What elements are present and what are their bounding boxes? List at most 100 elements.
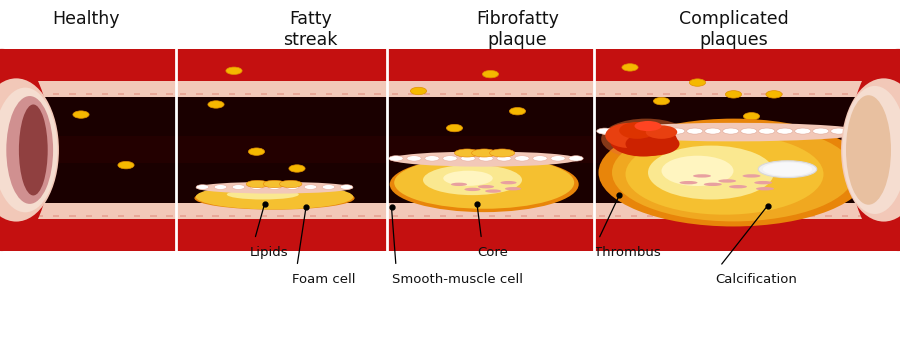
FancyBboxPatch shape (102, 93, 108, 95)
Ellipse shape (742, 174, 760, 178)
Circle shape (795, 128, 811, 134)
FancyBboxPatch shape (176, 49, 387, 81)
FancyBboxPatch shape (777, 215, 783, 217)
FancyBboxPatch shape (712, 93, 718, 95)
FancyBboxPatch shape (374, 215, 381, 217)
FancyBboxPatch shape (150, 215, 157, 217)
FancyBboxPatch shape (570, 93, 576, 95)
FancyBboxPatch shape (594, 136, 900, 163)
FancyBboxPatch shape (277, 215, 284, 217)
FancyBboxPatch shape (825, 215, 832, 217)
Ellipse shape (246, 180, 268, 188)
Circle shape (461, 156, 475, 161)
Ellipse shape (394, 156, 574, 209)
Circle shape (741, 128, 757, 134)
Ellipse shape (482, 70, 499, 78)
FancyBboxPatch shape (440, 93, 446, 95)
FancyBboxPatch shape (663, 215, 670, 217)
FancyBboxPatch shape (387, 81, 594, 97)
FancyBboxPatch shape (358, 93, 365, 95)
FancyBboxPatch shape (69, 93, 76, 95)
FancyBboxPatch shape (760, 215, 767, 217)
Ellipse shape (626, 134, 824, 215)
FancyBboxPatch shape (392, 215, 398, 217)
Ellipse shape (509, 108, 526, 115)
FancyBboxPatch shape (229, 215, 235, 217)
FancyBboxPatch shape (777, 93, 783, 95)
Ellipse shape (619, 122, 655, 139)
FancyBboxPatch shape (387, 97, 594, 203)
FancyBboxPatch shape (842, 215, 848, 217)
FancyBboxPatch shape (261, 215, 267, 217)
Text: Foam cell: Foam cell (292, 273, 356, 286)
Circle shape (425, 156, 439, 161)
FancyBboxPatch shape (166, 215, 173, 217)
Ellipse shape (485, 189, 501, 193)
FancyBboxPatch shape (696, 215, 702, 217)
FancyBboxPatch shape (102, 215, 108, 217)
FancyBboxPatch shape (118, 93, 124, 95)
FancyBboxPatch shape (150, 93, 157, 95)
Circle shape (286, 185, 299, 189)
Circle shape (651, 128, 667, 134)
Ellipse shape (743, 113, 760, 120)
FancyBboxPatch shape (176, 81, 387, 97)
FancyBboxPatch shape (663, 93, 670, 95)
Circle shape (759, 128, 775, 134)
FancyBboxPatch shape (472, 215, 479, 217)
Circle shape (479, 156, 493, 161)
FancyBboxPatch shape (229, 93, 235, 95)
Ellipse shape (208, 101, 224, 108)
FancyBboxPatch shape (21, 93, 27, 95)
FancyBboxPatch shape (521, 93, 527, 95)
FancyBboxPatch shape (521, 215, 527, 217)
Ellipse shape (662, 156, 734, 186)
Circle shape (723, 128, 739, 134)
Ellipse shape (766, 91, 782, 98)
FancyBboxPatch shape (554, 93, 560, 95)
Text: Complicated
plaques: Complicated plaques (679, 10, 788, 49)
Ellipse shape (0, 49, 51, 251)
FancyBboxPatch shape (53, 93, 59, 95)
Ellipse shape (73, 111, 89, 118)
FancyBboxPatch shape (842, 93, 848, 95)
FancyBboxPatch shape (728, 215, 734, 217)
FancyBboxPatch shape (245, 215, 251, 217)
Ellipse shape (754, 181, 772, 184)
FancyBboxPatch shape (594, 49, 900, 81)
FancyBboxPatch shape (196, 215, 202, 217)
FancyBboxPatch shape (387, 203, 594, 219)
FancyBboxPatch shape (472, 93, 479, 95)
FancyBboxPatch shape (554, 215, 560, 217)
FancyBboxPatch shape (342, 93, 348, 95)
Circle shape (407, 156, 421, 161)
FancyBboxPatch shape (680, 93, 686, 95)
FancyBboxPatch shape (21, 215, 27, 217)
FancyBboxPatch shape (858, 93, 864, 95)
FancyBboxPatch shape (424, 93, 430, 95)
Ellipse shape (648, 146, 774, 200)
Circle shape (849, 128, 865, 134)
FancyBboxPatch shape (134, 215, 140, 217)
FancyBboxPatch shape (358, 215, 365, 217)
FancyBboxPatch shape (176, 97, 387, 203)
Ellipse shape (505, 187, 521, 190)
FancyBboxPatch shape (760, 93, 767, 95)
FancyBboxPatch shape (310, 93, 316, 95)
FancyBboxPatch shape (196, 93, 202, 95)
FancyBboxPatch shape (387, 136, 594, 163)
FancyBboxPatch shape (86, 93, 92, 95)
Ellipse shape (472, 149, 497, 157)
Ellipse shape (758, 161, 817, 178)
Ellipse shape (841, 78, 900, 222)
Ellipse shape (849, 49, 900, 251)
FancyBboxPatch shape (176, 203, 387, 219)
FancyBboxPatch shape (166, 93, 173, 95)
Circle shape (615, 128, 631, 134)
Circle shape (777, 128, 793, 134)
Text: Smooth-muscle cell: Smooth-muscle cell (392, 273, 523, 286)
Ellipse shape (263, 180, 286, 188)
FancyBboxPatch shape (387, 49, 594, 81)
Ellipse shape (390, 151, 579, 166)
FancyBboxPatch shape (0, 81, 176, 97)
